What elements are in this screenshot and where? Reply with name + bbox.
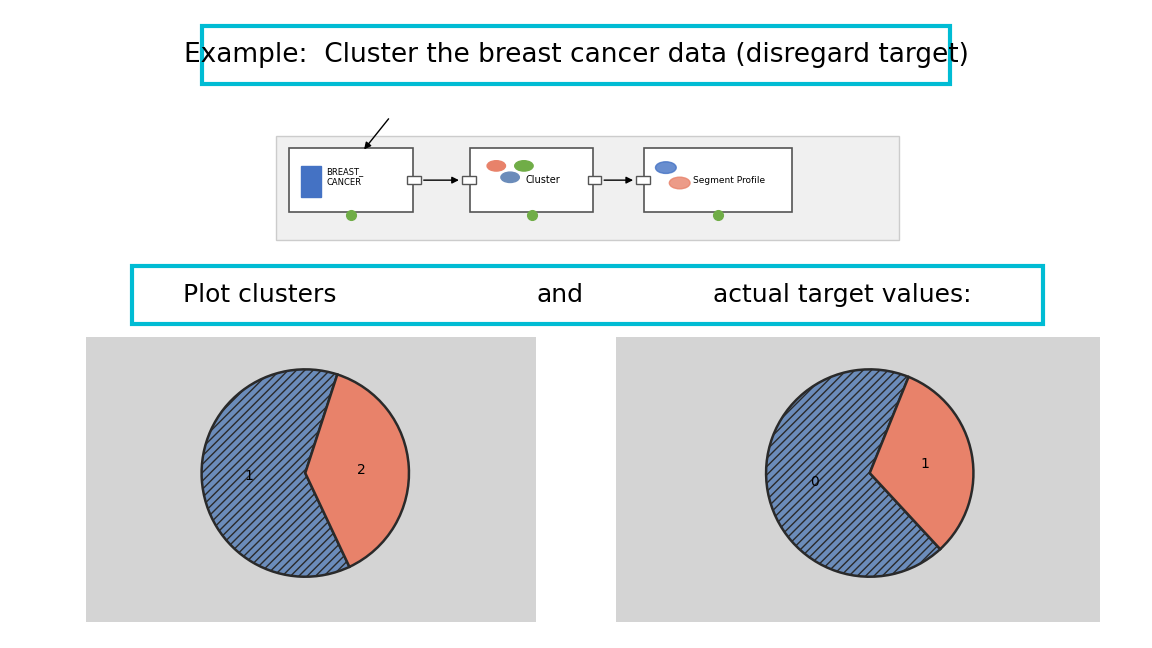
Text: Example:  Cluster the breast cancer data (disregard target): Example: Cluster the breast cancer data …	[183, 42, 969, 68]
Text: BREAST_
CANCER: BREAST_ CANCER	[326, 168, 364, 187]
Text: 1: 1	[244, 469, 253, 483]
FancyBboxPatch shape	[470, 148, 593, 212]
Text: Cluster: Cluster	[525, 175, 560, 185]
Text: and: and	[537, 283, 584, 307]
Circle shape	[501, 172, 520, 183]
Bar	[462, 176, 476, 184]
Bar	[636, 176, 650, 184]
Wedge shape	[202, 369, 349, 577]
Bar	[301, 166, 321, 197]
Bar	[407, 176, 420, 184]
FancyBboxPatch shape	[276, 136, 899, 240]
FancyBboxPatch shape	[289, 148, 412, 212]
Text: Plot clusters: Plot clusters	[183, 283, 336, 307]
Text: 1: 1	[920, 457, 930, 470]
Circle shape	[515, 161, 533, 171]
FancyBboxPatch shape	[202, 26, 950, 84]
Text: 2: 2	[357, 463, 366, 477]
Text: Segment Profile: Segment Profile	[694, 176, 765, 185]
Bar	[616, 337, 1100, 622]
Wedge shape	[766, 369, 940, 577]
Wedge shape	[305, 375, 409, 567]
Wedge shape	[870, 377, 973, 549]
Circle shape	[655, 162, 676, 174]
Text: actual target values:: actual target values:	[713, 283, 971, 307]
Circle shape	[669, 177, 690, 189]
FancyBboxPatch shape	[644, 148, 793, 212]
Text: 0: 0	[810, 476, 819, 489]
Bar	[588, 176, 601, 184]
FancyBboxPatch shape	[132, 266, 1043, 324]
Bar	[86, 337, 536, 622]
Circle shape	[487, 161, 506, 171]
